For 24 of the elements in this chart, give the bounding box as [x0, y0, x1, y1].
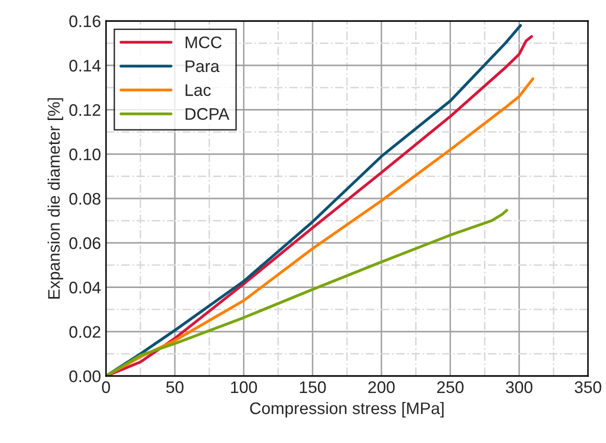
x-tick-label: 350 — [574, 381, 602, 394]
y-tick-label: 0.14 — [69, 60, 101, 72]
legend-label: Lac — [186, 84, 211, 96]
line-series — [106, 208, 508, 376]
x-tick-label: 0 — [102, 381, 110, 394]
x-tick-label: 100 — [231, 381, 257, 394]
y-tick-label: 0.12 — [69, 104, 100, 116]
y-tick-label: 0.08 — [69, 192, 100, 205]
y-tick-label: 0.06 — [69, 237, 100, 250]
legend-label: DCPA — [186, 108, 230, 120]
y-tick-label: 0.04 — [69, 282, 101, 294]
x-tick-label: 50 — [166, 381, 184, 394]
y-tick-label: 0.02 — [69, 326, 100, 338]
x-axis-title: Compression stress [MPa] — [250, 402, 444, 418]
x-tick-label: 300 — [506, 381, 532, 394]
y-tick-label: 0.16 — [69, 15, 100, 28]
y-axis-title: Expansion die diameter [%] — [48, 98, 64, 299]
legend-label: Para — [186, 60, 220, 72]
x-tick-label: 250 — [437, 381, 464, 394]
y-tick-label: 0.00 — [69, 370, 100, 382]
legend-label: MCC — [186, 36, 222, 48]
y-tick-label: 0.10 — [69, 148, 100, 160]
x-tick-label: 200 — [368, 381, 395, 394]
x-tick-label: 150 — [300, 381, 326, 394]
